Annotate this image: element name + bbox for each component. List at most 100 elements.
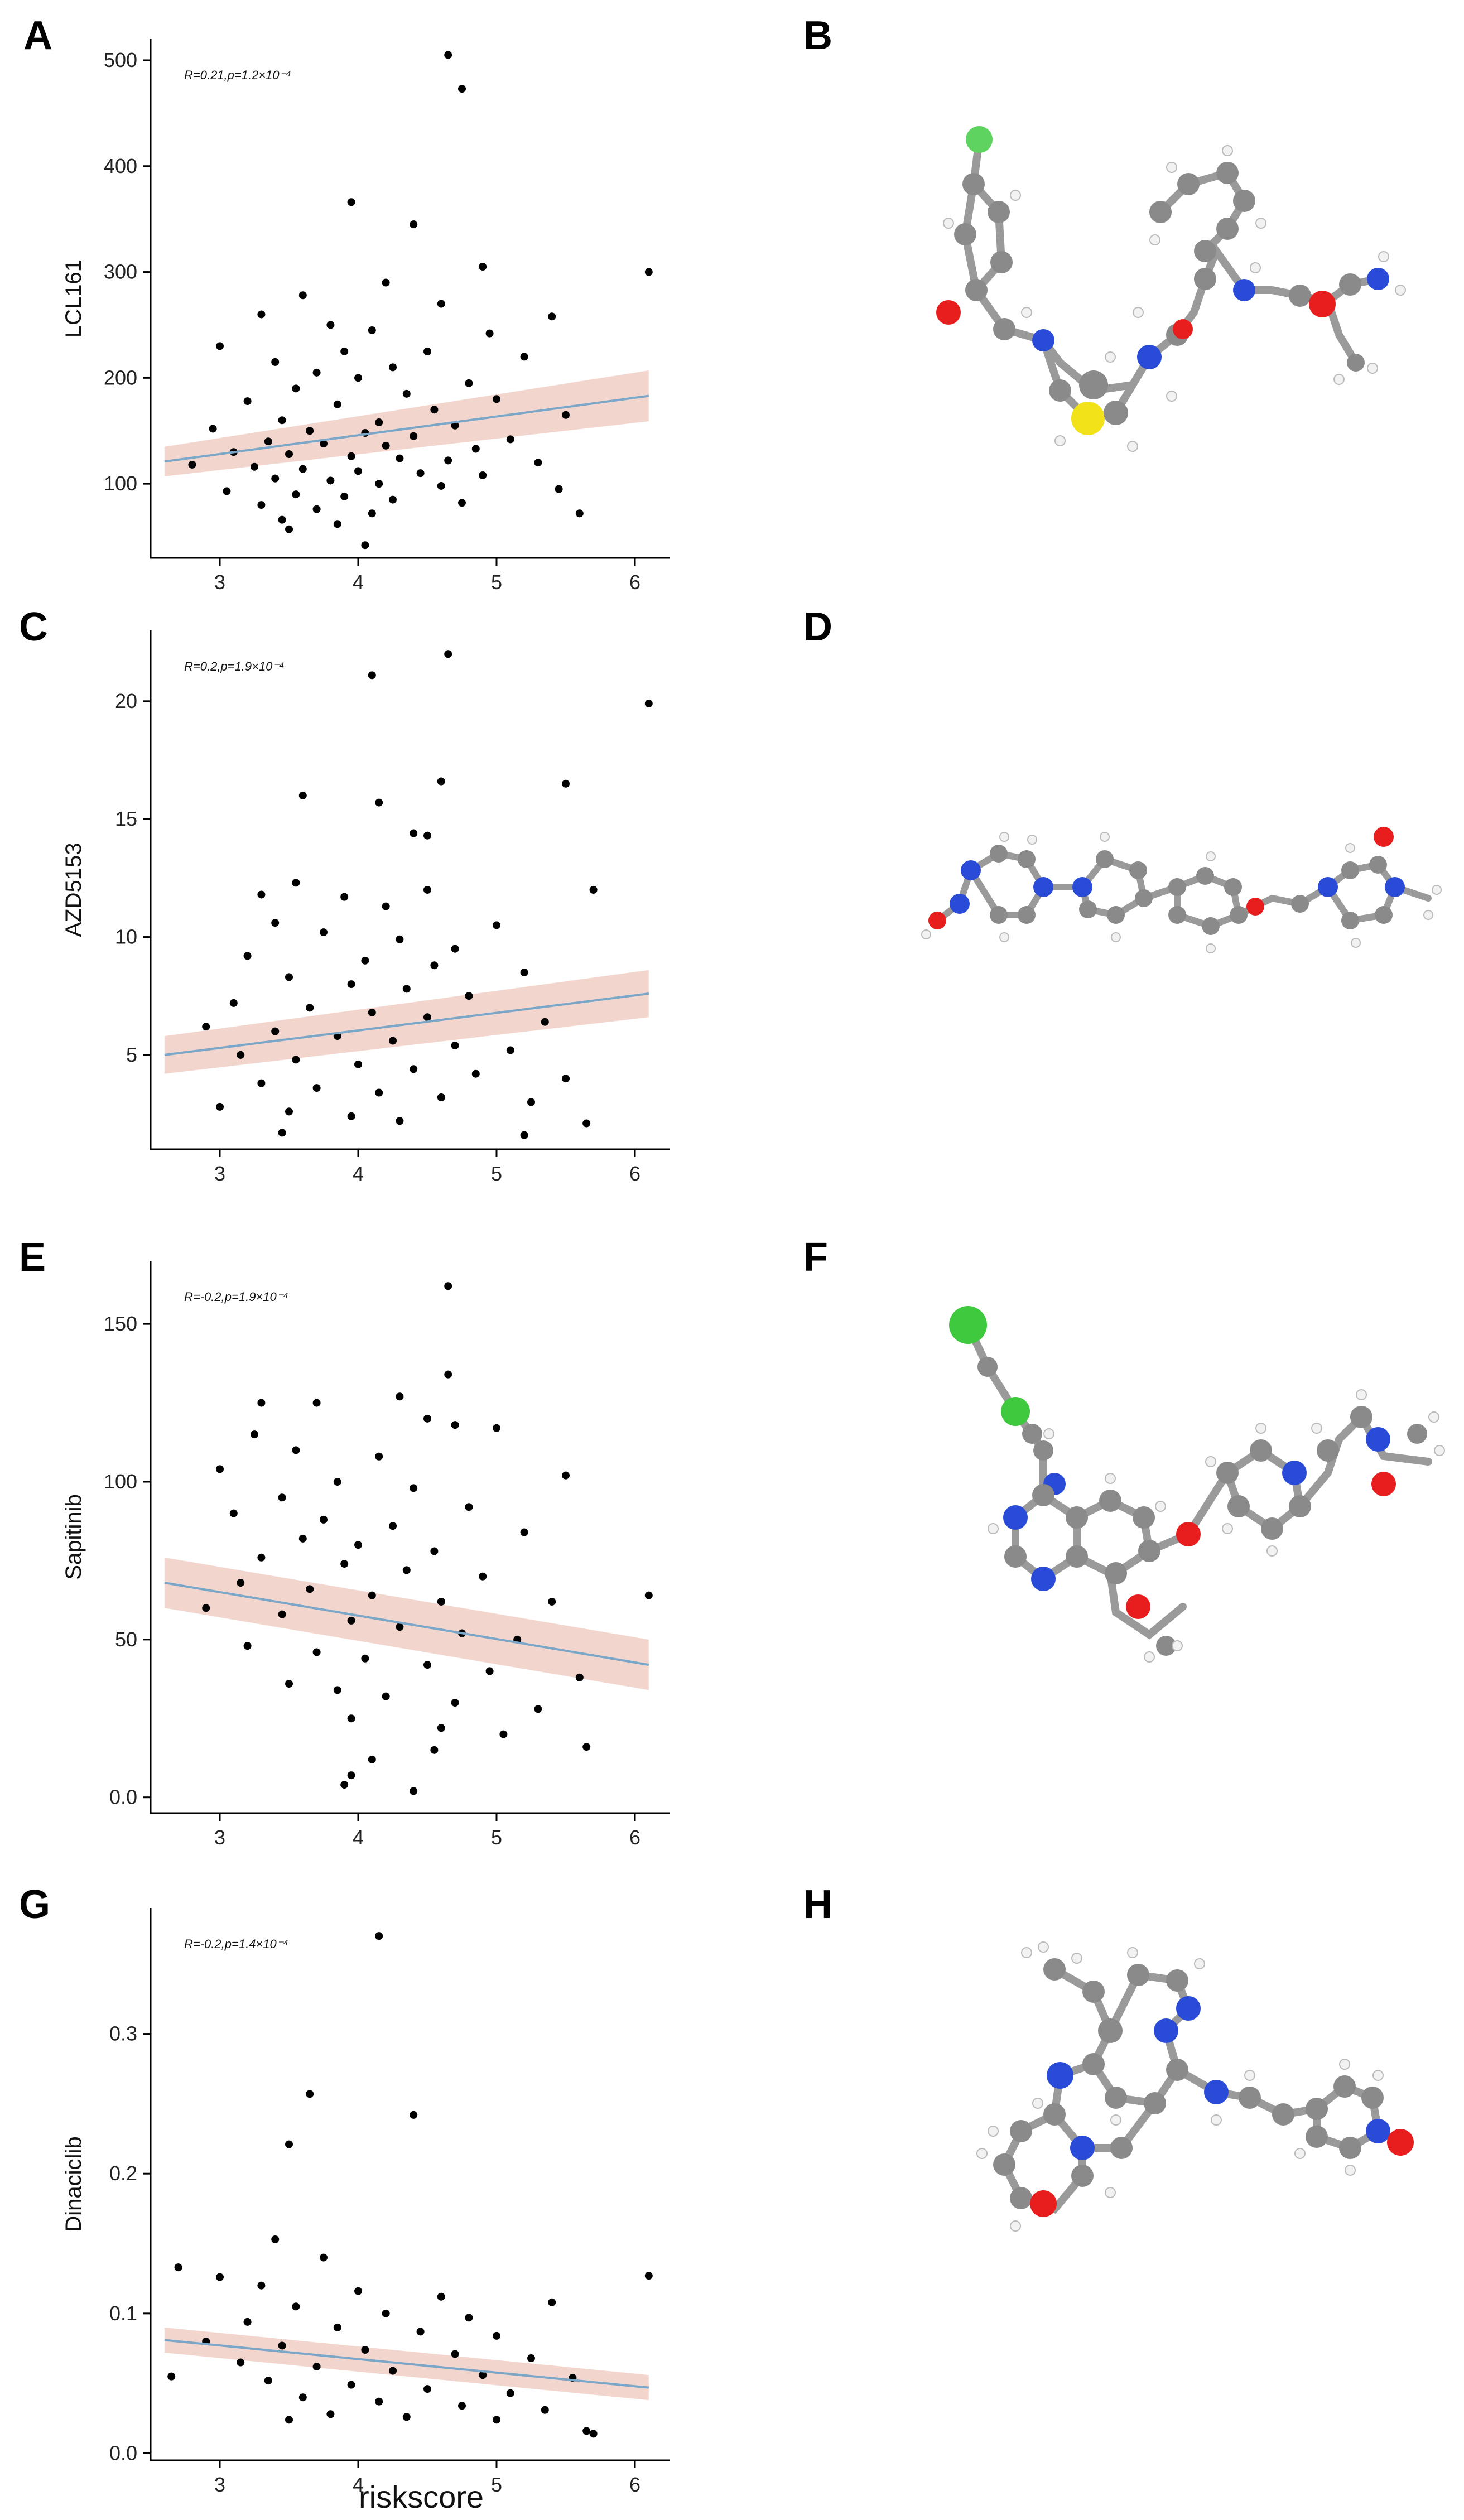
scatter-point	[582, 2427, 591, 2435]
scatter-point	[471, 1069, 480, 1078]
scatter-point	[451, 945, 459, 953]
scatter-point	[493, 1424, 500, 1432]
scatter-plot-dinaciclib: 3 4 5 6 0.0 0.1 0.2 0.3 Dinaciclib R=-0.2,p=1.4×1…	[61, 1908, 670, 2496]
scatter-point	[410, 1787, 418, 1795]
scatter-point	[306, 427, 314, 435]
scatter-point	[340, 1781, 349, 1789]
scatter-point	[333, 520, 341, 528]
scatter-point	[292, 490, 300, 499]
scatter-point	[451, 1042, 459, 1049]
scatter-point	[423, 886, 431, 894]
scatter-point	[285, 525, 293, 533]
scatter-point	[361, 541, 369, 550]
scatter-point	[333, 400, 341, 408]
scatter-point	[493, 2331, 500, 2340]
scatter-point	[361, 1654, 369, 1663]
scatter-point	[326, 2410, 335, 2418]
scatter-point	[389, 363, 397, 372]
scatter-plot-lcl161: 3 4 5 6 100 200 300 400 500 LCL161 R=0.21,p=1.2×10…	[61, 39, 670, 594]
scatter-point	[451, 2350, 459, 2358]
scatter-point	[430, 406, 439, 414]
scatter-point	[402, 2413, 411, 2421]
regression-line	[164, 2339, 649, 2389]
scatter-point	[347, 198, 355, 206]
panel-letter-b: B	[803, 13, 832, 58]
scatter-point	[354, 1060, 362, 1068]
scatter-point	[278, 416, 286, 425]
scatter-point	[347, 980, 355, 989]
panel-letter-e: E	[19, 1235, 46, 1280]
scatter-point	[506, 1046, 514, 1054]
scatter-point	[493, 921, 500, 929]
scatter-point	[368, 1755, 376, 1763]
x-tick-label: 6	[629, 2473, 641, 2496]
scatter-point	[423, 1661, 431, 1669]
x-tick-label: 6	[629, 1162, 641, 1185]
scatter-point	[444, 1282, 452, 1290]
scatter-point	[271, 2235, 280, 2243]
scatter-point	[589, 2430, 598, 2438]
scatter-point	[375, 1932, 383, 1940]
scatter-point	[410, 1484, 418, 1492]
scatter-point	[396, 935, 404, 943]
scatter-point	[465, 379, 473, 387]
scatter-point	[520, 1131, 528, 1139]
scatter-plot-sapitinib: 3 4 5 6 0.0 50 100 150 Sapitinib R=-0.2,p=1.9×10⁻…	[61, 1261, 670, 1849]
x-tick-label: 3	[214, 1162, 225, 1185]
scatter-point	[312, 368, 321, 377]
x-tick-label: 4	[353, 1826, 364, 1849]
y-tick-label: 0.3	[109, 2022, 137, 2045]
molecule-dinaciclib	[976, 1941, 1414, 2232]
scatter-point	[410, 432, 418, 440]
scatter-point	[347, 1771, 355, 1780]
scatter-point	[278, 1493, 286, 1502]
scatter-point	[229, 1509, 238, 1517]
scatter-point	[520, 353, 528, 361]
scatter-point	[306, 1004, 314, 1012]
y-tick-label: 20	[115, 690, 137, 712]
scatter-point	[320, 2253, 328, 2262]
scatter-point	[644, 2272, 653, 2280]
panel-letter-g: G	[19, 1882, 50, 1927]
scatter-point	[271, 474, 280, 483]
y-axis-title: Dinaciclib	[61, 2136, 86, 2232]
scatter-point	[347, 1112, 355, 1120]
panel-letter-h: H	[803, 1882, 832, 1927]
scatter-point	[257, 2281, 266, 2290]
scatter-point	[479, 1572, 487, 1581]
scatter-point	[292, 384, 300, 393]
y-tick-label: 300	[104, 261, 137, 283]
scatter-point	[333, 1686, 341, 1694]
scatter-point	[396, 1392, 404, 1401]
scatter-point	[375, 418, 383, 427]
x-tick-label: 3	[214, 1826, 225, 1849]
scatter-point	[465, 992, 473, 1000]
x-axis-title: riskscore	[359, 2479, 484, 2514]
scatter-point	[298, 791, 307, 799]
scatter-point	[278, 515, 286, 524]
molecule-sapitinib	[949, 1306, 1445, 1663]
scatter-point	[541, 2406, 549, 2414]
scatter-point	[243, 1642, 252, 1650]
scatter-point	[437, 481, 445, 490]
scatter-point	[326, 476, 335, 485]
scatter-point	[382, 902, 390, 910]
scatter-point	[465, 2314, 473, 2322]
scatter-point	[354, 2287, 362, 2295]
scatter-point	[396, 1623, 404, 1631]
scatter-point	[527, 2354, 535, 2363]
y-axis-title: AZD5153	[61, 843, 86, 937]
scatter-point	[423, 831, 431, 840]
correlation-annotation: R=-0.2,p=1.9×10⁻⁴	[184, 1290, 288, 1304]
scatter-point	[402, 985, 411, 993]
scatter-point	[298, 1534, 307, 1543]
scatter-point	[493, 2416, 500, 2424]
scatter-point	[298, 465, 307, 473]
scatter-point	[223, 487, 231, 495]
scatter-point	[506, 435, 514, 444]
scatter-point	[437, 1597, 445, 1606]
scatter-point	[389, 1037, 397, 1045]
scatter-point	[382, 2309, 390, 2317]
scatter-point	[278, 1610, 286, 1618]
